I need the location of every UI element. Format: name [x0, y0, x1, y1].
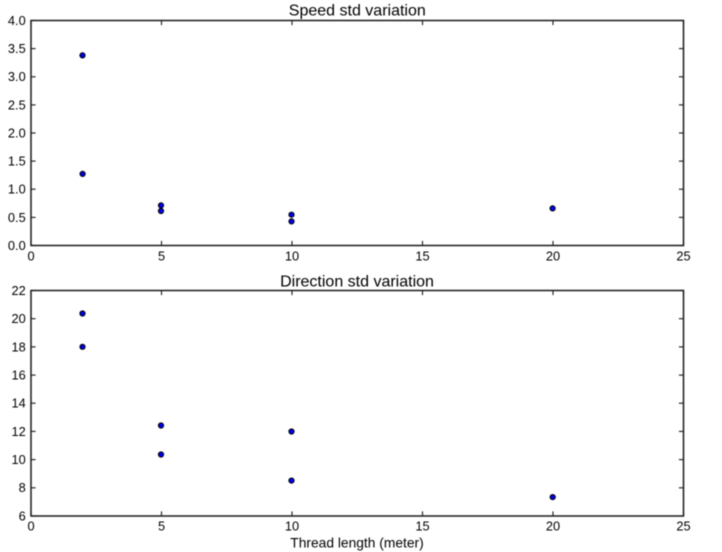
svg-text:14: 14	[11, 396, 25, 411]
svg-text:20: 20	[546, 248, 560, 263]
svg-text:0: 0	[27, 518, 34, 533]
svg-text:Speed std variation: Speed std variation	[289, 2, 426, 19]
svg-text:0.5: 0.5	[8, 210, 26, 225]
svg-text:20: 20	[11, 311, 25, 326]
svg-text:12: 12	[11, 424, 25, 439]
svg-text:Direction std variation: Direction std variation	[280, 274, 434, 291]
svg-text:10: 10	[285, 248, 299, 263]
svg-text:3.0: 3.0	[8, 69, 26, 84]
svg-text:6: 6	[19, 508, 26, 523]
svg-text:20: 20	[546, 518, 560, 533]
svg-text:2.5: 2.5	[8, 97, 26, 112]
svg-text:25: 25	[676, 518, 690, 533]
svg-text:Thread length (meter): Thread length (meter)	[290, 536, 423, 551]
svg-text:1.5: 1.5	[8, 154, 26, 169]
svg-text:3.5: 3.5	[8, 41, 26, 56]
svg-text:10: 10	[11, 452, 25, 467]
svg-text:22: 22	[11, 283, 25, 298]
svg-text:5: 5	[158, 518, 165, 533]
svg-text:10: 10	[285, 518, 299, 533]
svg-text:5: 5	[158, 248, 165, 263]
svg-text:15: 15	[415, 518, 429, 533]
svg-text:16: 16	[11, 367, 25, 382]
svg-text:0.0: 0.0	[8, 238, 26, 253]
svg-text:18: 18	[11, 339, 25, 354]
svg-text:0: 0	[27, 248, 34, 263]
svg-text:4.0: 4.0	[8, 13, 26, 28]
svg-text:2.0: 2.0	[8, 125, 26, 140]
svg-text:25: 25	[676, 248, 690, 263]
svg-text:1.0: 1.0	[8, 182, 26, 197]
svg-text:15: 15	[415, 248, 429, 263]
svg-text:8: 8	[19, 480, 26, 495]
